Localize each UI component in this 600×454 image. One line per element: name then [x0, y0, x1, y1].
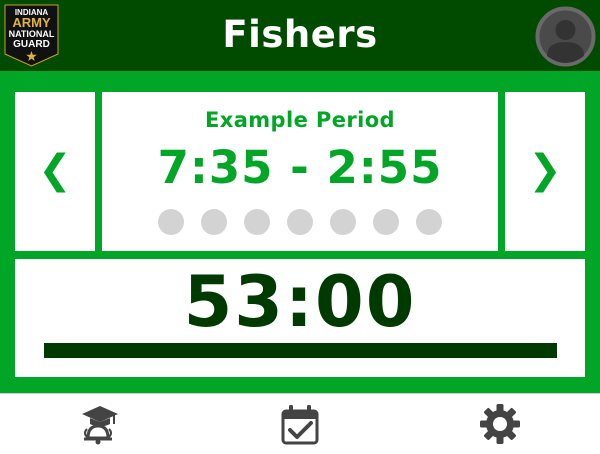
- countdown-timer: 53:00: [183, 261, 417, 343]
- calendar-check-icon[interactable]: [278, 402, 322, 446]
- svg-text:NATIONAL: NATIONAL: [9, 29, 55, 39]
- period-time-range: 7:35 - 2:55: [157, 141, 443, 194]
- page-indicator-dot[interactable]: [201, 209, 227, 235]
- page-indicator-dot[interactable]: [287, 209, 313, 235]
- user-icon[interactable]: [535, 6, 596, 67]
- countdown-progress-bar: [44, 343, 557, 358]
- chevron-left-icon: ❮: [38, 147, 72, 193]
- schedule-area: ❮ Example Period 7:35 - 2:55 ❯ 53:00: [0, 71, 600, 393]
- countdown-card: 53:00: [15, 259, 585, 377]
- school-title: Fishers: [222, 13, 378, 56]
- chevron-right-icon: ❯: [528, 147, 562, 193]
- page-indicator-dot[interactable]: [330, 209, 356, 235]
- graduation-bell-icon[interactable]: [78, 402, 122, 446]
- gear-icon[interactable]: [478, 402, 522, 446]
- period-card: Example Period 7:35 - 2:55: [102, 92, 498, 251]
- period-page-indicator: [102, 209, 498, 235]
- previous-period-button[interactable]: ❮: [15, 92, 95, 251]
- countdown-progress-fill: [44, 343, 557, 358]
- next-period-button[interactable]: ❯: [505, 92, 585, 251]
- army-national-guard-logo: INDIANA ARMY NATIONAL GUARD: [4, 4, 59, 67]
- app-header: INDIANA ARMY NATIONAL GUARD Fishers: [0, 0, 600, 71]
- page-indicator-dot[interactable]: [244, 209, 270, 235]
- page-indicator-dot[interactable]: [373, 209, 399, 235]
- bottom-navigation: [0, 393, 600, 454]
- svg-text:INDIANA: INDIANA: [15, 8, 49, 17]
- svg-text:GUARD: GUARD: [13, 39, 50, 50]
- page-indicator-dot[interactable]: [158, 209, 184, 235]
- page-indicator-dot[interactable]: [416, 209, 442, 235]
- period-name: Example Period: [205, 108, 395, 132]
- svg-text:ARMY: ARMY: [12, 15, 51, 30]
